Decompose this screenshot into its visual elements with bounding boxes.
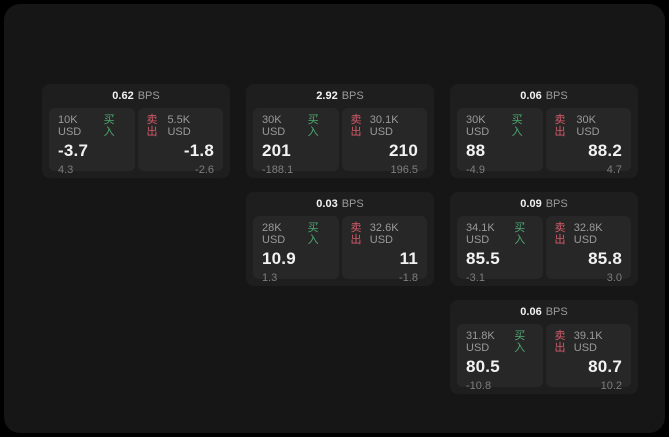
buy-quote-tile[interactable]: 34.1K USD 买入 85.5 -3.1 bbox=[457, 216, 543, 284]
card-header: 0.06 BPS bbox=[457, 300, 631, 324]
sell-notional: 32.8K USD bbox=[573, 222, 603, 246]
buy-side-label: 买入 bbox=[514, 330, 526, 354]
buy-price: 88 bbox=[466, 141, 486, 160]
sell-price: 210 bbox=[389, 141, 418, 160]
sell-side-label: 卖出 bbox=[554, 222, 566, 246]
buy-price: -3.7 bbox=[58, 141, 89, 160]
card-header: 0.09 BPS bbox=[457, 192, 631, 216]
sell-side-label: 卖出 bbox=[350, 114, 362, 138]
sell-notional: 32.6K USD bbox=[369, 222, 399, 246]
buy-side-label: 买入 bbox=[514, 222, 526, 246]
buy-change: -3.1 bbox=[466, 272, 485, 284]
card-header: 0.62 BPS bbox=[49, 84, 223, 108]
buy-change: 4.3 bbox=[58, 164, 74, 176]
buy-price: 85.5 bbox=[466, 249, 500, 268]
quote-card: 0.09 BPS 34.1K USD 买入 85.5 -3.1 卖出 32.8K … bbox=[450, 192, 638, 286]
buy-change: -10.8 bbox=[466, 380, 492, 392]
sell-price: 88.2 bbox=[588, 141, 622, 160]
bps-unit: BPS bbox=[341, 90, 364, 102]
sell-price: 80.7 bbox=[588, 357, 622, 376]
buy-side-label: 买入 bbox=[103, 114, 115, 138]
buy-quote-tile[interactable]: 10K USD 买入 -3.7 4.3 bbox=[49, 108, 135, 176]
quote-tiles: 28K USD 买入 10.9 1.3 卖出 32.6K USD 11 -1.8 bbox=[253, 216, 427, 284]
card-header: 0.03 BPS bbox=[253, 192, 427, 216]
quote-cards-grid: 0.62 BPS 10K USD 买入 -3.7 4.3 卖出 5.5K USD … bbox=[42, 84, 638, 394]
buy-change: -4.9 bbox=[466, 164, 485, 176]
sell-notional: 30.1K USD bbox=[369, 114, 399, 138]
buy-quote-tile[interactable]: 30K USD 买入 88 -4.9 bbox=[457, 108, 543, 176]
sell-quote-tile[interactable]: 卖出 30.1K USD 210 196.5 bbox=[341, 108, 427, 176]
quote-tiles: 30K USD 买入 201 -188.1 卖出 30.1K USD 210 1… bbox=[253, 108, 427, 176]
buy-quote-tile[interactable]: 30K USD 买入 201 -188.1 bbox=[253, 108, 339, 176]
buy-quote-tile[interactable]: 31.8K USD 买入 80.5 -10.8 bbox=[457, 324, 543, 392]
card-header: 0.06 BPS bbox=[457, 84, 631, 108]
quote-card: 0.03 BPS 28K USD 买入 10.9 1.3 卖出 32.6K USD… bbox=[246, 192, 434, 286]
quote-tiles: 34.1K USD 买入 85.5 -3.1 卖出 32.8K USD 85.8… bbox=[457, 216, 631, 284]
quote-tiles: 30K USD 买入 88 -4.9 卖出 30K USD 88.2 4.7 bbox=[457, 108, 631, 176]
sell-quote-tile[interactable]: 卖出 32.8K USD 85.8 3.0 bbox=[545, 216, 631, 284]
card-header: 2.92 BPS bbox=[253, 84, 427, 108]
sell-side-label: 卖出 bbox=[554, 114, 566, 138]
sell-side-label: 卖出 bbox=[350, 222, 362, 246]
buy-notional: 10K USD bbox=[58, 114, 82, 138]
buy-side-label: 买入 bbox=[511, 114, 523, 138]
sell-change: 3.0 bbox=[606, 272, 622, 284]
sell-quote-tile[interactable]: 卖出 30K USD 88.2 4.7 bbox=[545, 108, 631, 176]
bps-value: 0.62 bbox=[112, 90, 134, 102]
buy-notional: 30K USD bbox=[262, 114, 286, 138]
buy-notional: 30K USD bbox=[466, 114, 490, 138]
sell-notional: 39.1K USD bbox=[573, 330, 603, 354]
buy-notional: 28K USD bbox=[262, 222, 286, 246]
bps-value: 2.92 bbox=[316, 90, 338, 102]
buy-quote-tile[interactable]: 28K USD 买入 10.9 1.3 bbox=[253, 216, 339, 284]
sell-notional: 5.5K USD bbox=[167, 114, 191, 138]
sell-notional: 30K USD bbox=[576, 114, 600, 138]
sell-change: 196.5 bbox=[390, 164, 418, 176]
sell-change: -2.6 bbox=[195, 164, 214, 176]
bps-unit: BPS bbox=[545, 90, 568, 102]
bps-unit: BPS bbox=[137, 90, 160, 102]
buy-notional: 31.8K USD bbox=[466, 330, 495, 354]
sell-quote-tile[interactable]: 卖出 5.5K USD -1.8 -2.6 bbox=[137, 108, 223, 176]
sell-change: -1.8 bbox=[399, 272, 418, 284]
buy-side-label: 买入 bbox=[307, 114, 319, 138]
quote-card: 0.62 BPS 10K USD 买入 -3.7 4.3 卖出 5.5K USD … bbox=[42, 84, 230, 178]
bps-value: 0.09 bbox=[520, 198, 542, 210]
buy-price: 80.5 bbox=[466, 357, 500, 376]
buy-change: 1.3 bbox=[262, 272, 278, 284]
sell-price: -1.8 bbox=[183, 141, 214, 160]
sell-change: 4.7 bbox=[606, 164, 622, 176]
quote-card: 0.06 BPS 30K USD 买入 88 -4.9 卖出 30K USD 88… bbox=[450, 84, 638, 178]
buy-price: 10.9 bbox=[262, 249, 296, 268]
buy-change: -188.1 bbox=[262, 164, 294, 176]
sell-quote-tile[interactable]: 卖出 32.6K USD 11 -1.8 bbox=[341, 216, 427, 284]
sell-price: 11 bbox=[399, 249, 418, 268]
buy-price: 201 bbox=[262, 141, 291, 160]
sell-quote-tile[interactable]: 卖出 39.1K USD 80.7 10.2 bbox=[545, 324, 631, 392]
quote-tiles: 31.8K USD 买入 80.5 -10.8 卖出 39.1K USD 80.… bbox=[457, 324, 631, 392]
quote-card: 2.92 BPS 30K USD 买入 201 -188.1 卖出 30.1K U… bbox=[246, 84, 434, 178]
sell-price: 85.8 bbox=[588, 249, 622, 268]
quote-card: 0.06 BPS 31.8K USD 买入 80.5 -10.8 卖出 39.1K… bbox=[450, 300, 638, 394]
bps-value: 0.06 bbox=[520, 306, 542, 318]
bps-unit: BPS bbox=[341, 198, 364, 210]
sell-change: 10.2 bbox=[600, 380, 622, 392]
buy-notional: 34.1K USD bbox=[466, 222, 495, 246]
bps-unit: BPS bbox=[545, 306, 568, 318]
sell-side-label: 卖出 bbox=[146, 114, 158, 138]
bps-value: 0.03 bbox=[316, 198, 338, 210]
buy-side-label: 买入 bbox=[307, 222, 319, 246]
bps-value: 0.06 bbox=[520, 90, 542, 102]
page-surface: 0.62 BPS 10K USD 买入 -3.7 4.3 卖出 5.5K USD … bbox=[4, 4, 665, 433]
quote-tiles: 10K USD 买入 -3.7 4.3 卖出 5.5K USD -1.8 -2.… bbox=[49, 108, 223, 176]
bps-unit: BPS bbox=[545, 198, 568, 210]
sell-side-label: 卖出 bbox=[554, 330, 566, 354]
